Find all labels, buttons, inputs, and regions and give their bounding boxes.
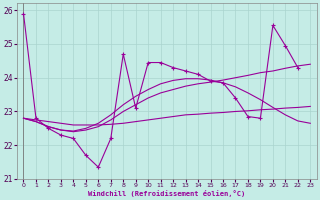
X-axis label: Windchill (Refroidissement éolien,°C): Windchill (Refroidissement éolien,°C): [88, 190, 245, 197]
